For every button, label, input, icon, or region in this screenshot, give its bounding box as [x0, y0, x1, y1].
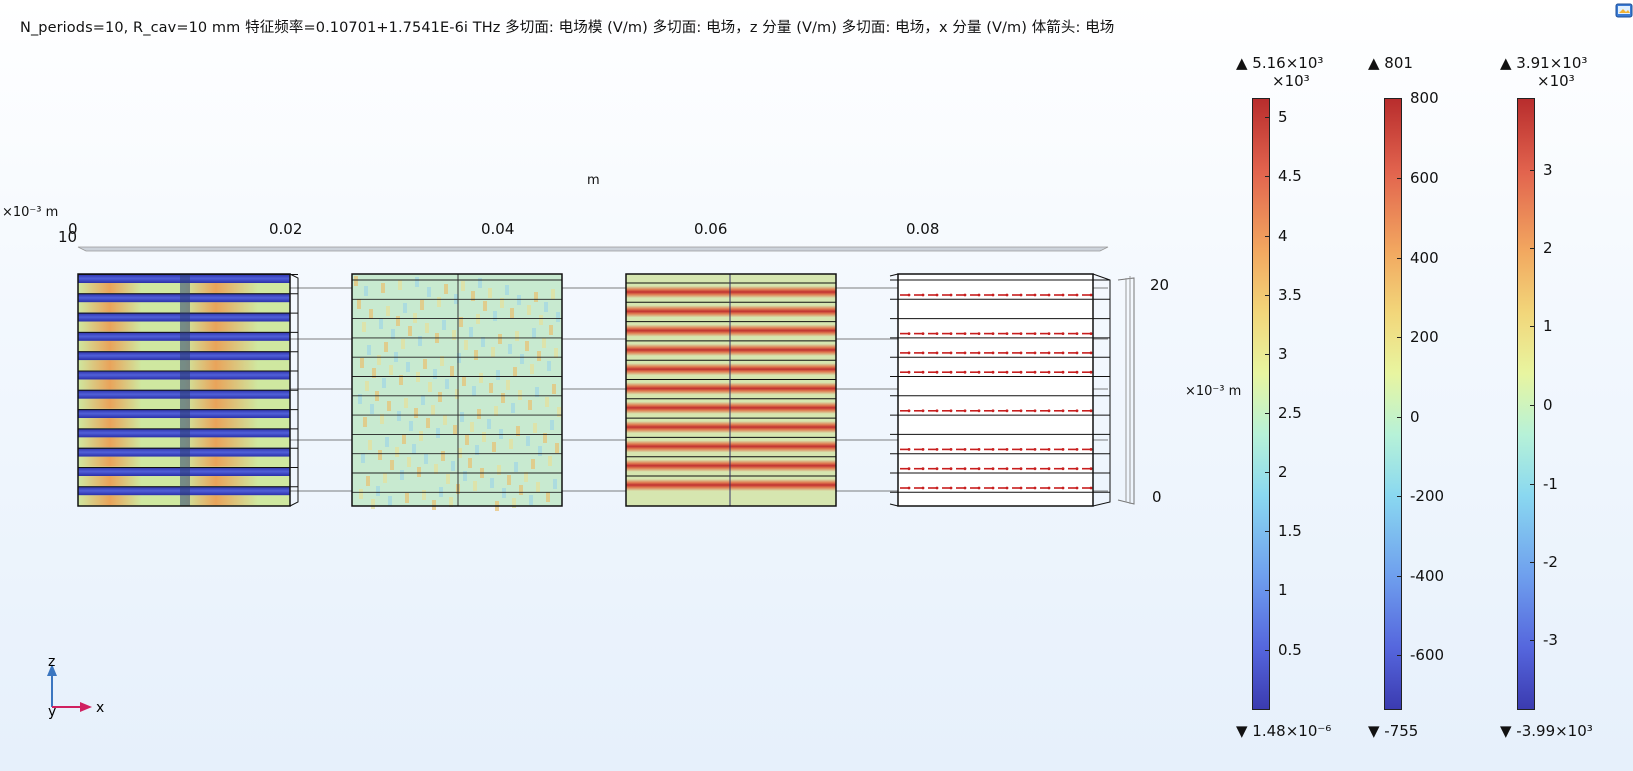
colorbar1 — [1252, 98, 1270, 710]
x-axis-unit: m — [587, 173, 600, 188]
colorbar3-tick-label: -1 — [1543, 475, 1558, 493]
colorbar1-tick — [1265, 354, 1270, 355]
colorbar2-tick-label: 0 — [1410, 408, 1420, 426]
x-tick-0: 0 — [68, 220, 78, 238]
colorbar1-tick — [1265, 176, 1270, 177]
colorbar3-tick — [1530, 484, 1535, 485]
image-export-icon[interactable] — [1615, 2, 1633, 20]
colorbar2-tick-label: 800 — [1410, 89, 1439, 107]
colorbar3-tick-label: 1 — [1543, 317, 1553, 335]
colorbar3 — [1517, 98, 1535, 710]
colorbar2-tick-label: -400 — [1410, 567, 1445, 585]
colorbar1-tick-label: 1 — [1278, 581, 1288, 599]
colorbar1-tick-label: 3 — [1278, 345, 1288, 363]
colorbar1-tick — [1265, 650, 1270, 651]
colorbar1-tick — [1265, 590, 1270, 591]
colorbar3-tick — [1530, 562, 1535, 563]
colorbar1-tick-label: 5 — [1278, 108, 1288, 126]
axes-triad: z y x — [47, 654, 104, 720]
panel-field-z — [351, 273, 563, 511]
panel-field-x — [625, 273, 837, 507]
z-scale-label: ×10⁻³ m — [1185, 384, 1242, 399]
colorbar3-tick — [1530, 248, 1535, 249]
colorbar2-tick — [1397, 337, 1402, 338]
panel-arrows — [889, 273, 1135, 507]
x-tick-1: 0.02 — [269, 220, 303, 238]
colorbar3-tick — [1530, 405, 1535, 406]
plot-title: N_periods=10, R_cav=10 mm 特征频率=0.10701+1… — [20, 20, 1115, 36]
triad-x-label: x — [96, 700, 104, 716]
colorbar2-tick-label: 200 — [1410, 328, 1439, 346]
x-tick-4: 0.08 — [906, 220, 940, 238]
colorbar2-min: ▼ -755 — [1368, 722, 1419, 740]
colorbar2-tick-label: 400 — [1410, 249, 1439, 267]
colorbar1-tick-label: 2 — [1278, 463, 1288, 481]
triad-z-label: z — [48, 654, 55, 670]
colorbar2-tick — [1397, 496, 1402, 497]
colorbar2-tick-label: 600 — [1410, 169, 1439, 187]
colorbar1-tick-label: 2.5 — [1278, 404, 1302, 422]
colorbar2-tick — [1397, 417, 1402, 418]
z-tick-20: 20 — [1150, 276, 1170, 294]
colorbar2-max: ▲ 801 — [1368, 54, 1413, 72]
colorbar3-max: ▲ 3.91×10³ — [1500, 54, 1588, 72]
colorbar1-tick — [1265, 413, 1270, 414]
colorbar1-tick-label: 4.5 — [1278, 167, 1302, 185]
colorbar1-tick — [1265, 117, 1270, 118]
colorbar3-tick-label: 3 — [1543, 161, 1553, 179]
colorbar2-tick-label: -200 — [1410, 487, 1445, 505]
colorbar2-tick-label: -600 — [1410, 646, 1445, 664]
colorbar3-tick — [1530, 170, 1535, 171]
colorbar1-tick — [1265, 295, 1270, 296]
colorbar3-tick-label: 0 — [1543, 396, 1553, 414]
x-tick-3: 0.06 — [694, 220, 728, 238]
x-tick-2: 0.04 — [481, 220, 515, 238]
x-axis-line — [77, 246, 1109, 252]
colorbar1-min: ▼ 1.48×10⁻⁶ — [1236, 722, 1332, 740]
colorbar2-tick — [1397, 655, 1402, 656]
colorbar1-tick-label: 4 — [1278, 227, 1288, 245]
colorbar2-tick — [1397, 576, 1402, 577]
colorbar3-tick-label: 2 — [1543, 239, 1553, 257]
colorbar3-min: ▼ -3.99×10³ — [1500, 722, 1593, 740]
colorbar1-mult: ×10³ — [1272, 72, 1310, 90]
colorbar1-tick-label: 0.5 — [1278, 641, 1302, 659]
connector-lines — [78, 287, 1108, 492]
colorbar2-tick — [1397, 98, 1402, 99]
colorbar3-mult: ×10³ — [1537, 72, 1575, 90]
colorbar1-tick-label: 3.5 — [1278, 286, 1302, 304]
colorbar1-tick — [1265, 472, 1270, 473]
colorbar3-tick-label: -3 — [1543, 631, 1558, 649]
colorbar3-tick-label: -2 — [1543, 553, 1558, 571]
colorbar1-tick — [1265, 236, 1270, 237]
colorbar3-tick — [1530, 640, 1535, 641]
colorbar2-tick — [1397, 258, 1402, 259]
panel-field-norm — [77, 273, 299, 507]
z-tick-0: 0 — [1152, 488, 1162, 506]
triad-y-label: y — [48, 704, 56, 720]
colorbar1-tick-label: 1.5 — [1278, 522, 1302, 540]
colorbar1-max: ▲ 5.16×10³ — [1236, 54, 1324, 72]
y-scale-label: ×10⁻³ m — [2, 205, 59, 220]
colorbar2 — [1384, 98, 1402, 710]
colorbar3-tick — [1530, 326, 1535, 327]
colorbar2-tick — [1397, 178, 1402, 179]
colorbar1-tick — [1265, 531, 1270, 532]
y-scale-value: 10 — [58, 228, 78, 246]
